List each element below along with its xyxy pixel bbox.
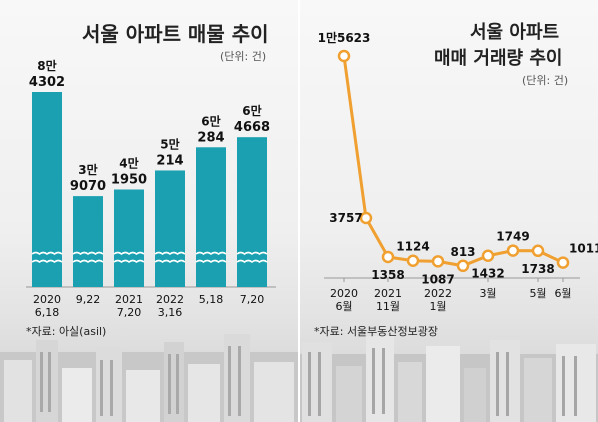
axis-break-wave (31, 259, 63, 264)
bar-value-label-units: 214 (156, 153, 183, 168)
point-value-label: 813 (450, 245, 475, 259)
x-tick-label: 2020 (33, 293, 61, 306)
axis-break-wave (72, 259, 104, 264)
bar-value-label-ten-thousands: 3만 (78, 162, 97, 177)
data-point (531, 244, 545, 258)
city-skyline-image (0, 334, 298, 422)
axis-break-wave (236, 259, 268, 264)
data-point (556, 256, 570, 269)
city-skyline-image (300, 336, 598, 422)
axis-break-wave (154, 259, 186, 264)
x-tick-label: 2022 (156, 293, 184, 306)
line-chart-title-line-1: 서울 아파트 (470, 22, 560, 43)
x-tick-label: 7,20 (117, 306, 142, 319)
listings-chart-panel: 8만 4302 2020 6,18 3만 9070 9,22 4만 1950 2021 7,20 5만… (0, 0, 298, 422)
bar-value-label-units: 284 (197, 130, 224, 145)
point-value-label: 3757 (329, 211, 362, 225)
bar-value-label-units: 1950 (111, 172, 147, 187)
x-tick-label: 5월 (529, 287, 546, 300)
x-tick-label: 1월 (429, 300, 446, 313)
data-point (359, 211, 373, 225)
data-point (506, 244, 520, 257)
point-value-label: 1432 (471, 267, 504, 281)
axis-break-wave (113, 259, 145, 264)
bar (237, 137, 267, 287)
point-value-label: 1738 (521, 262, 554, 276)
bar (32, 92, 62, 287)
axis-break-wave (236, 251, 268, 256)
point-value-label: 1만5623 (318, 30, 371, 45)
axis-break-wave (113, 251, 145, 256)
x-tick-label: 2022 (424, 287, 452, 300)
axis-break-wave (31, 251, 63, 256)
data-point (456, 259, 470, 273)
x-tick-label: 7,20 (240, 293, 265, 306)
x-tick-label: 9,22 (76, 293, 101, 306)
point-value-label: 1124 (396, 240, 429, 254)
data-point (481, 249, 495, 262)
x-tick-label: 2021 (115, 293, 143, 306)
axis-break-wave (195, 251, 227, 256)
x-tick-label: 2021 (374, 287, 402, 300)
x-tick-label: 11월 (376, 300, 400, 313)
line-chart-unit: (단위: 건) (522, 74, 569, 87)
bar-chart: 8만430220206,183만90709,224만195020217,205만… (26, 58, 276, 319)
bar-chart-title: 서울 아파트 매물 추이 (82, 22, 269, 46)
data-point (406, 254, 420, 267)
data-point (381, 250, 395, 264)
x-tick-label: 3월 (479, 287, 496, 300)
bar-value-label-ten-thousands: 6만 (201, 113, 220, 128)
axis-break-wave (195, 259, 227, 264)
x-tick-label: 6월 (554, 287, 571, 300)
data-point (431, 255, 445, 268)
bar-value-label-ten-thousands: 4만 (119, 155, 138, 170)
x-tick-label: 3,16 (158, 306, 183, 319)
axis-break-wave (72, 251, 104, 256)
x-tick-label: 2020 (330, 287, 358, 300)
data-point (337, 49, 351, 63)
bar (114, 189, 144, 287)
line-chart: 1만5623 3757 1358 1124 1087 813 1432 1749 1738 101… (318, 30, 598, 313)
bar (73, 196, 103, 287)
axis-break-wave (154, 251, 186, 256)
x-tick-label: 6,18 (35, 306, 60, 319)
line-chart-title-line-2: 매매 거래량 추이 (434, 48, 563, 69)
line-chart-source: *자료: 서울부동산정보광장 (314, 325, 439, 338)
transactions-chart-panel: 1만5623 3757 1358 1124 1087 813 1432 1749 1738 101… (300, 0, 598, 422)
point-value-label: 1087 (421, 272, 454, 286)
point-value-label: 1358 (371, 268, 404, 282)
bar (155, 170, 185, 287)
bar-value-label-units: 9070 (70, 179, 106, 194)
bar-value-label-ten-thousands: 5만 (160, 136, 179, 151)
bar (196, 147, 226, 287)
x-tick-label: 5,18 (199, 293, 224, 306)
bar-value-label-ten-thousands: 8만 (37, 58, 56, 73)
panel-divider (298, 0, 300, 422)
point-value-label: 1749 (496, 230, 529, 244)
bar-chart-source: *자료: 아실(asil) (26, 325, 107, 338)
point-value-label: 1011 (569, 242, 598, 256)
bar-value-label-units: 4302 (29, 75, 65, 90)
bar-value-label-units: 4668 (234, 120, 270, 135)
series-line (342, 55, 564, 268)
x-tick-label: 6월 (335, 300, 352, 313)
bar-value-label-ten-thousands: 6만 (242, 103, 261, 118)
bar-chart-unit: (단위: 건) (220, 50, 267, 63)
